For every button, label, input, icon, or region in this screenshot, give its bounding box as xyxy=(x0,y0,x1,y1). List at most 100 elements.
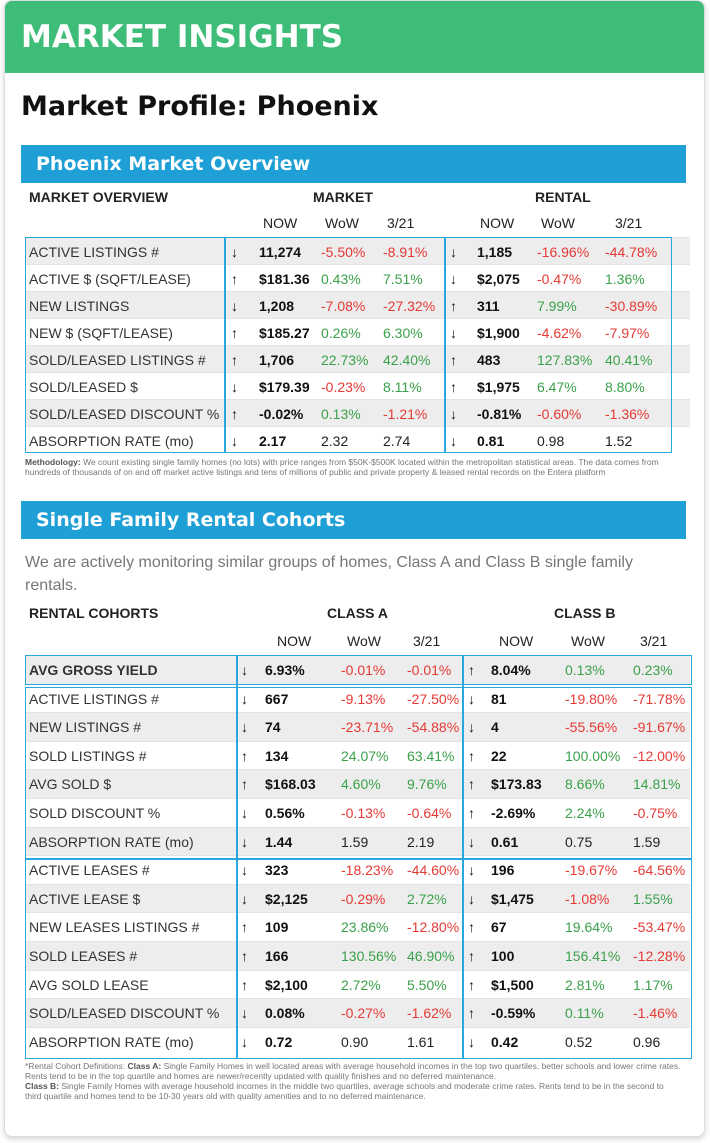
wow-value: 0.75 xyxy=(565,833,593,850)
now-value: 196 xyxy=(491,862,515,879)
table-row: ABSORPTION RATE (mo) ↓ 1.44 1.59 2.19 ↓ 0.61 0.… xyxy=(25,826,690,856)
wow-value: 2.81% xyxy=(565,976,605,993)
row-label: AVG GROSS YIELD xyxy=(29,662,158,678)
rental-now-header: NOW xyxy=(480,215,515,231)
table-row: SOLD/LEASED DISCOUNT % ↓ 0.08% -0.27% -1.62%… xyxy=(25,998,690,1027)
wow-value: 1.59 xyxy=(341,833,369,850)
row-label: NEW LISTINGS xyxy=(29,298,130,314)
row-label: SOLD DISCOUNT % xyxy=(29,804,161,821)
trend-arrow-icon: ↓ xyxy=(468,690,475,707)
since-321-value: 1.59 xyxy=(633,833,661,850)
wow-value: 22.73% xyxy=(321,352,369,368)
now-value: $173.83 xyxy=(491,776,542,793)
wow-value: 130.56% xyxy=(341,947,397,964)
wow-value: -0.47% xyxy=(537,271,582,287)
insights-card: MARKET INSIGHTS Market Profile: Phoenix … xyxy=(4,0,705,1137)
wow-value: -19.80% xyxy=(565,690,618,707)
now-value: 11,274 xyxy=(259,244,302,260)
since-321-value: -12.28% xyxy=(633,947,686,964)
row-label: SOLD/LEASED DISCOUNT % xyxy=(29,406,220,422)
row-label: ACTIVE LEASES # xyxy=(29,862,150,879)
table-row: SOLD/LEASED DISCOUNT % ↑ -0.02% 0.13% -1.21%… xyxy=(25,399,690,426)
now-value: 323 xyxy=(265,862,289,879)
row-label: AVG SOLD $ xyxy=(29,776,112,793)
trend-arrow-icon: ↑ xyxy=(450,379,457,395)
trend-arrow-icon: ↑ xyxy=(450,352,457,368)
trend-arrow-icon: ↑ xyxy=(241,919,248,936)
since-321-value: 0.23% xyxy=(633,662,673,678)
cohorts-divider xyxy=(462,655,464,1059)
wow-value: -55.56% xyxy=(565,719,618,736)
trend-arrow-icon: ↓ xyxy=(450,406,457,422)
trend-arrow-icon: ↑ xyxy=(450,298,457,314)
table-row: SOLD/LEASED $ ↓ $179.39 -0.23% 8.11% ↑ $1,975 6… xyxy=(25,372,690,399)
now-value: $168.03 xyxy=(265,776,316,793)
table-row: NEW LEASES LISTINGS # ↑ 109 23.86% -12.80% ↑ 6… xyxy=(25,912,690,941)
table-row: SOLD DISCOUNT % ↓ 0.56% -0.13% -0.64% ↑ -2.69%… xyxy=(25,797,690,827)
wow-value: -9.13% xyxy=(341,690,386,707)
since-321-value: 2.72% xyxy=(407,890,447,907)
trend-arrow-icon: ↑ xyxy=(468,1005,475,1022)
now-value: -0.59% xyxy=(491,1005,536,1022)
trend-arrow-icon: ↑ xyxy=(468,662,475,678)
now-value: 667 xyxy=(265,690,289,707)
table-row: AVG SOLD LEASE ↑ $2,100 2.72% 5.50% ↑ $1,500 2.… xyxy=(25,969,690,999)
wow-value: 127.83% xyxy=(537,352,593,368)
since-321-value: 1.52 xyxy=(605,433,633,449)
now-value: 6.93% xyxy=(265,662,305,678)
rental-321-header: 3/21 xyxy=(615,215,643,231)
now-value: 0.08% xyxy=(265,1005,305,1022)
class-a-def-text: Single Family Homes in well located area… xyxy=(25,1061,681,1082)
since-321-value: 1.55% xyxy=(633,890,673,907)
trend-arrow-icon: ↑ xyxy=(468,947,475,964)
now-value: 0.42 xyxy=(491,1033,519,1050)
overview-section-title: Phoenix Market Overview xyxy=(21,145,686,183)
cohorts-section-title: Single Family Rental Cohorts xyxy=(21,501,686,539)
table-row: AVG GROSS YIELD ↓ 6.93% -0.01% -0.01% ↑ 8.04% 0… xyxy=(25,655,690,684)
wow-value: 0.52 xyxy=(565,1033,593,1050)
now-value: 22 xyxy=(491,747,507,764)
wow-value: -1.08% xyxy=(565,890,610,907)
row-label: SOLD LEASES # xyxy=(29,947,138,964)
wow-value: 0.43% xyxy=(321,271,361,287)
trend-arrow-icon: ↑ xyxy=(231,271,238,287)
now-value: 81 xyxy=(491,690,507,707)
trend-arrow-icon: ↓ xyxy=(231,433,238,449)
wow-value: -5.50% xyxy=(321,244,366,260)
rental-wow-header: WoW xyxy=(541,215,575,231)
trend-arrow-icon: ↓ xyxy=(231,379,238,395)
wow-value: -0.13% xyxy=(341,804,386,821)
wow-value: -0.23% xyxy=(321,379,366,395)
now-value: 74 xyxy=(265,719,281,736)
cohort-definitions-note: *Rental Cohort Definitions: Class A: Sin… xyxy=(5,1055,704,1101)
class-b-def-text: Single Family Homes with average househo… xyxy=(25,1081,664,1102)
since-321-value: 1.17% xyxy=(633,976,673,993)
now-value: 67 xyxy=(491,919,507,936)
methodology-text: We count existing single family homes (n… xyxy=(25,457,659,477)
trend-arrow-icon: ↓ xyxy=(231,244,238,260)
class-b-321-header: 3/21 xyxy=(640,633,668,649)
since-321-value: -30.89% xyxy=(605,298,658,314)
since-321-value: -44.78% xyxy=(605,244,658,260)
now-value: $1,900 xyxy=(477,325,520,341)
wow-value: -0.27% xyxy=(341,1005,386,1022)
wow-value: 24.07% xyxy=(341,747,389,764)
cohorts-divider xyxy=(236,655,238,1059)
since-321-value: 63.41% xyxy=(407,747,455,764)
since-321-value: -1.36% xyxy=(605,406,650,422)
row-label: ACTIVE LEASE $ xyxy=(29,890,141,907)
since-321-value: -44.60% xyxy=(407,862,460,879)
market-321-header: 3/21 xyxy=(387,215,415,231)
now-value: 1,706 xyxy=(259,352,295,368)
table-row: NEW LISTINGS # ↓ 74 -23.71% -54.88% ↓ 4 -55.56%… xyxy=(25,712,690,741)
trend-arrow-icon: ↑ xyxy=(468,804,475,821)
class-a-group-header: CLASS A xyxy=(327,605,388,621)
wow-value: 100.00% xyxy=(565,747,621,764)
now-value: 483 xyxy=(477,352,501,368)
definitions-intro: *Rental Cohort Definitions: xyxy=(25,1061,128,1072)
row-label: ACTIVE $ (SQFT/LEASE) xyxy=(29,271,191,287)
trend-arrow-icon: ↓ xyxy=(468,1033,475,1050)
since-321-value: -1.21% xyxy=(383,406,428,422)
wow-value: 7.99% xyxy=(537,298,577,314)
wow-value: -0.01% xyxy=(341,662,386,678)
